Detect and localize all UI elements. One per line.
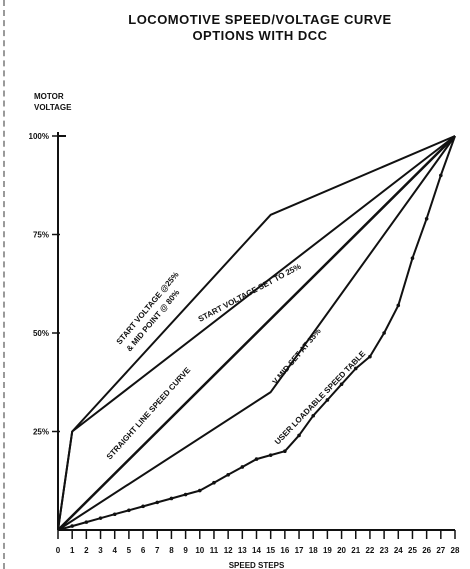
user-table-point	[240, 465, 245, 469]
x-tick-label: 18	[309, 546, 318, 555]
user-table-point	[70, 524, 74, 528]
y-axis-label-line2: VOLTAGE	[34, 103, 72, 112]
user-table-point	[141, 504, 145, 509]
user-table-point	[410, 256, 415, 260]
user-table-point	[396, 303, 401, 308]
x-tick-label: 27	[436, 546, 445, 555]
series-line-start-25	[57, 135, 456, 531]
user-table-point	[368, 354, 372, 359]
y-tick-label: 25%	[33, 428, 49, 437]
x-tick-label: 11	[210, 546, 219, 555]
user-table-point	[226, 473, 230, 477]
x-tick-label: 6	[141, 546, 146, 555]
user-table-point	[439, 173, 443, 178]
x-tick-label: 2	[84, 546, 89, 555]
x-tick-label: 20	[337, 546, 346, 555]
x-tick-label: 3	[98, 546, 103, 555]
series-line-straight	[57, 135, 456, 531]
user-table-point	[283, 449, 287, 454]
user-table-point	[325, 398, 330, 402]
chart-title-line2: OPTIONS WITH DCC	[192, 28, 328, 43]
user-table-point	[424, 216, 429, 221]
user-table-point	[382, 331, 386, 335]
x-tick-label: 21	[351, 546, 360, 555]
x-tick-label: 23	[380, 546, 389, 555]
dashed-margin-rule	[3, 0, 5, 569]
x-tick-label: 25	[408, 546, 417, 555]
series-line-vmid-35	[57, 135, 456, 531]
x-tick-label: 12	[224, 546, 233, 555]
y-tick-label: 50%	[33, 329, 49, 338]
curve-annotation: V MID SET AT 35%	[271, 327, 323, 387]
y-tick-label: 100%	[29, 132, 49, 141]
x-tick-label: 14	[252, 546, 261, 555]
curve-annotation: START VOLTAGE SET TO 25%	[197, 262, 303, 324]
x-tick-label: 5	[127, 546, 132, 555]
x-tick-label: 10	[195, 546, 204, 555]
x-tick-label: 26	[422, 546, 431, 555]
user-table-point	[297, 433, 301, 438]
x-tick-label: 19	[323, 546, 332, 555]
x-tick-label: 9	[183, 546, 188, 555]
curve-annotation: STRAIGHT LINE SPEED CURVE	[105, 365, 193, 461]
user-table-point	[183, 492, 188, 497]
y-tick-label: 75%	[33, 231, 49, 240]
x-tick-label: 4	[112, 546, 117, 555]
x-tick-label: 24	[394, 546, 403, 555]
x-tick-label: 15	[266, 546, 275, 555]
user-table-point	[311, 413, 316, 418]
x-tick-label: 0	[56, 546, 61, 555]
user-table-point	[155, 500, 160, 505]
user-table-point	[268, 453, 273, 457]
x-tick-label: 22	[365, 546, 374, 555]
chart-title-line1: LOCOMOTIVE SPEED/VOLTAGE CURVE	[128, 12, 392, 27]
x-tick-label: 16	[280, 546, 289, 555]
curve-annotation: START VOLTAGE @25%	[115, 270, 181, 346]
user-table-point	[112, 512, 117, 517]
x-tick-label: 8	[169, 546, 174, 555]
user-table-point	[98, 516, 103, 520]
user-table-point	[353, 366, 358, 371]
user-table-point	[127, 508, 131, 513]
x-axis-title: SPEED STEPS	[229, 561, 285, 569]
user-table-point	[212, 480, 216, 485]
x-tick-label: 13	[238, 546, 247, 555]
x-tick-label: 7	[155, 546, 160, 555]
x-tick-label: 28	[451, 546, 460, 555]
x-tick-label: 1	[70, 546, 75, 555]
x-tick-label: 17	[295, 546, 304, 555]
user-table-point	[197, 488, 202, 493]
y-axis-label-line1: MOTOR	[34, 92, 64, 101]
user-table-point	[169, 496, 174, 501]
user-table-point	[84, 520, 89, 524]
user-table-point	[339, 382, 344, 387]
user-table-point	[254, 457, 259, 461]
